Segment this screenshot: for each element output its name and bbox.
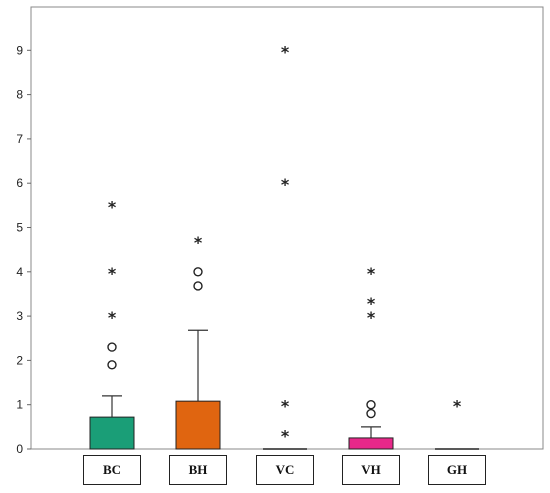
outlier-star: *: [367, 264, 376, 283]
category-label-gh: GH: [428, 455, 486, 485]
outlier-circle: [366, 408, 376, 419]
y-tick-label: 6: [16, 176, 23, 190]
y-tick-label: 9: [16, 43, 23, 57]
y-tick-label: 3: [16, 309, 23, 323]
outlier-star: *: [108, 308, 117, 327]
y-tick-label: 4: [16, 265, 23, 279]
outlier-circle: [193, 267, 203, 277]
category-label-vh: VH: [342, 455, 400, 485]
outlier-circle: [193, 281, 203, 291]
y-tick-label: 7: [16, 132, 23, 146]
outlier-star: *: [281, 42, 290, 61]
y-axis: 0 1 2 3 4 5 6 7 8 9: [16, 43, 31, 456]
outliers: ************: [107, 42, 462, 445]
outlier-star: *: [281, 397, 290, 416]
outlier-star: *: [453, 397, 462, 416]
box-vh: [348, 437, 394, 450]
plot-frame: [30, 6, 544, 450]
outlier-circle: [107, 342, 117, 352]
y-tick-label: 8: [16, 88, 23, 102]
outlier-circle: [366, 400, 376, 410]
box-bh: [175, 400, 221, 450]
outlier-star: *: [367, 294, 376, 313]
outlier-star: *: [367, 308, 376, 327]
y-tick-label: 0: [16, 442, 23, 456]
category-label-vc: VC: [256, 455, 314, 485]
outlier-star: *: [281, 426, 290, 445]
outlier-circle: [107, 360, 117, 370]
outlier-star: *: [194, 233, 203, 252]
category-label-bh: BH: [169, 455, 227, 485]
category-label-bc: BC: [83, 455, 141, 485]
y-tick-label: 2: [16, 353, 23, 367]
box-bc: [89, 416, 135, 450]
y-tick-label: 5: [16, 221, 23, 235]
y-tick-label: 1: [16, 398, 23, 412]
outlier-star: *: [281, 175, 290, 194]
boxes: [89, 329, 479, 450]
outlier-star: *: [108, 264, 117, 283]
outlier-star: *: [108, 197, 117, 216]
